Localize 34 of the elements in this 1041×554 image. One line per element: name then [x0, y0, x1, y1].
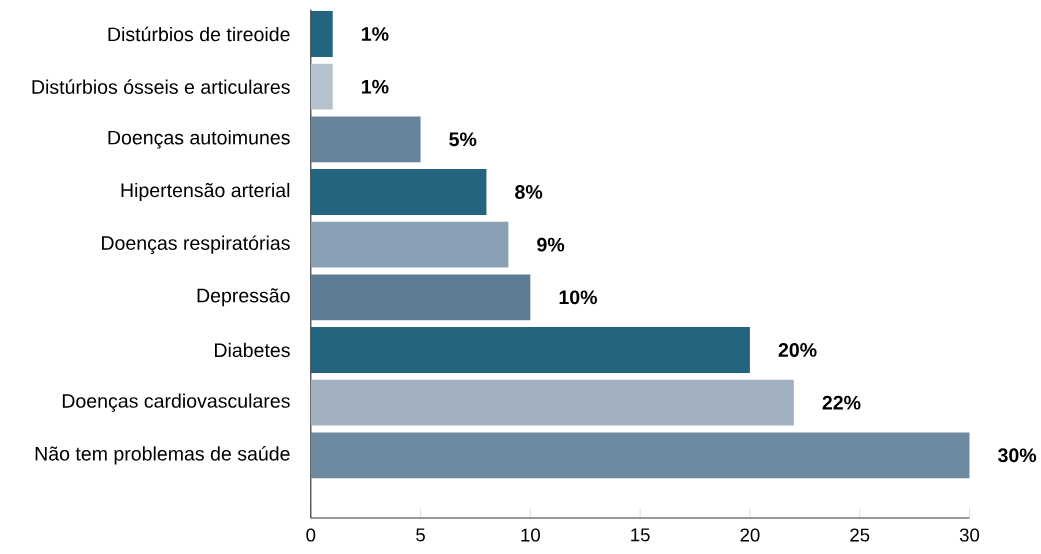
data-label: 20%	[778, 342, 817, 357]
bar	[310, 169, 487, 215]
x-tick-label: 0	[306, 528, 316, 542]
data-label: 1%	[362, 79, 389, 94]
bar	[310, 432, 970, 479]
data-label: 5%	[449, 132, 477, 147]
x-tick-label: 15	[631, 528, 650, 542]
y-tick-label: Não tem problemas de saúde	[35, 446, 290, 465]
x-tick-label: 10	[521, 528, 540, 542]
bar	[310, 379, 794, 426]
x-tick-label: 25	[850, 528, 870, 542]
y-tick-label: Doenças cardiovasculares	[62, 393, 290, 412]
y-tick-label: Doenças respiratórias	[102, 235, 290, 254]
y-tick-label: Doenças autoimunes	[108, 130, 290, 149]
data-label: 8%	[515, 185, 543, 199]
data-label: 9%	[537, 237, 565, 252]
bar	[310, 221, 509, 268]
y-tick-label: Distúrbios ósseis e articulares	[32, 79, 290, 94]
data-label: 10%	[559, 290, 598, 305]
x-tick-label: 5	[416, 528, 425, 542]
y-tick-label: Depressão	[197, 288, 290, 307]
y-tick-label: Hipertensão arterial	[121, 182, 290, 202]
y-tick-label: Distúrbios de tireoide	[108, 26, 290, 42]
data-label: 1%	[362, 27, 389, 41]
x-tick-label: 20	[740, 528, 760, 542]
data-label: 30%	[998, 448, 1037, 463]
bar	[310, 274, 531, 321]
data-label: 22%	[822, 395, 861, 410]
bar	[310, 63, 333, 110]
bar	[310, 327, 750, 373]
x-tick-label: 30	[959, 528, 980, 542]
bar	[310, 116, 421, 163]
bar	[310, 11, 333, 57]
y-tick-label: Diabetes	[214, 342, 290, 358]
